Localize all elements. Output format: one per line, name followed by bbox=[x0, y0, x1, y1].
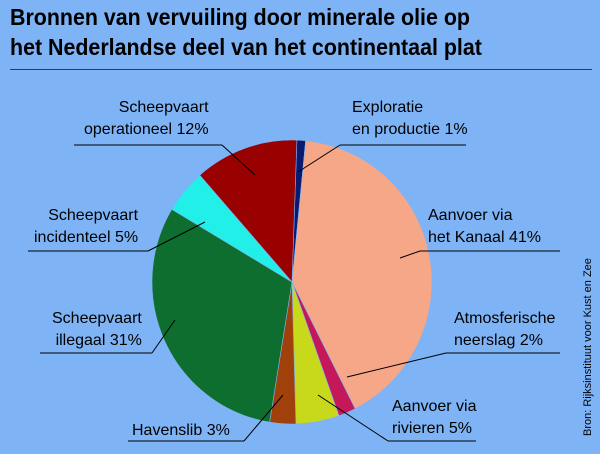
leader-line bbox=[399, 250, 421, 259]
slice-label-line-1: Aanvoer via bbox=[392, 398, 477, 415]
slice-label: Aanvoer via het Kanaal 41% bbox=[428, 205, 541, 249]
slice-label-line-2: illegaal 31% bbox=[55, 332, 142, 349]
title-divider bbox=[10, 69, 592, 70]
pie-slices bbox=[151, 139, 433, 425]
slice-label-line-1: Scheepvaart bbox=[52, 310, 142, 327]
slice-label-line-2: rivieren 5% bbox=[392, 420, 473, 437]
slice-label-line-1: Atmosferische bbox=[454, 310, 556, 327]
slice-label: Scheepvaart operationeel 12% bbox=[84, 97, 209, 141]
slice-label-line-2: incidenteel 5% bbox=[34, 229, 139, 246]
slice-label-line-2: en productie 1% bbox=[352, 121, 468, 138]
slice-label: Scheepvaart incidenteel 5% bbox=[34, 205, 138, 249]
slice-label-line-1: Havenslib 3% bbox=[132, 422, 230, 439]
slice-label: Exploratie en productie 1% bbox=[352, 97, 468, 141]
slice-label: Scheepvaart illegaal 31% bbox=[52, 308, 142, 352]
slice-label-line-1: Scheepvaart bbox=[118, 99, 209, 116]
leader-line bbox=[151, 319, 176, 354]
slice-label-line-1: Exploratie bbox=[352, 99, 424, 116]
pie-slice-aanvoer-via-het-kanaal bbox=[291, 140, 433, 410]
slice-label: Havenslib 3% bbox=[132, 420, 230, 442]
slice-label-line-2: operationeel 12% bbox=[84, 121, 209, 138]
source-credit: Bron: Rijksinstituut voor Kust en Zee bbox=[582, 258, 594, 436]
slice-label: Aanvoer via rivieren 5% bbox=[392, 396, 477, 440]
slice-label-line-2: het Kanaal 41% bbox=[428, 229, 541, 246]
leader-line bbox=[243, 394, 284, 442]
leader-line bbox=[317, 394, 389, 442]
leader-line bbox=[147, 221, 206, 252]
slice-label: Atmosferische neerslag 2% bbox=[454, 308, 555, 352]
leader-lines bbox=[28, 144, 560, 442]
pie-slice-scheepvaart-operationeel bbox=[199, 139, 298, 283]
chart-title-line-1: Bronnen van vervuiling door minerale oli… bbox=[10, 4, 470, 30]
leader-line bbox=[297, 144, 341, 173]
slice-label-line-1: Scheepvaart bbox=[48, 207, 139, 224]
leader-line bbox=[221, 144, 256, 176]
leader-line bbox=[346, 352, 447, 378]
chart-title-line-2: het Nederlandse deel van het continentaa… bbox=[10, 34, 482, 60]
slice-label-line-1: Aanvoer via bbox=[428, 207, 513, 224]
slice-label-line-2: neerslag 2% bbox=[454, 332, 543, 349]
pie-slice-scheepvaart-illegaal bbox=[151, 208, 293, 423]
